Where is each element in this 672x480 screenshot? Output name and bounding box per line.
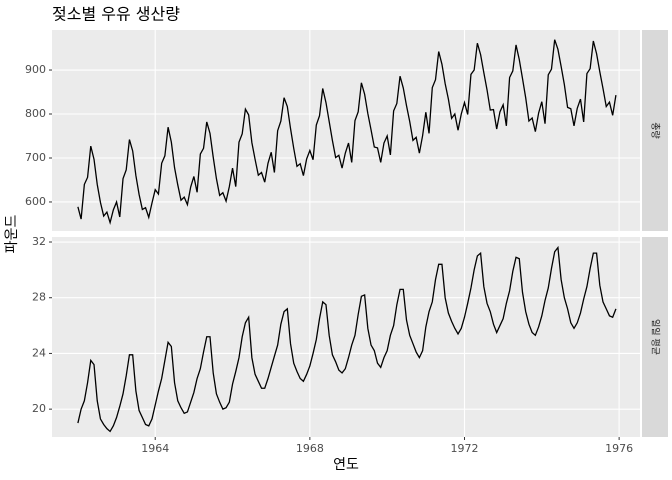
line-series (77, 245, 617, 433)
y-tick-label: 600 (25, 195, 46, 208)
x-tick-label: 1964 (141, 442, 169, 455)
x-tick-label: 1972 (450, 442, 478, 455)
y-tick-label: 24 (32, 346, 46, 359)
strip-label: 총량 (650, 122, 662, 139)
y-tick-label: 800 (25, 107, 46, 120)
x-axis-label: 연도 (333, 457, 359, 473)
strip-label: 일일 평균 (650, 319, 661, 355)
panel-background (52, 30, 640, 231)
chart-title: 젖소별 우유 생산량 (52, 5, 180, 24)
y-tick-label: 700 (25, 151, 46, 164)
y-tick-label: 20 (32, 402, 46, 415)
strip-background (642, 237, 668, 437)
panel-background (52, 237, 640, 437)
line-series (77, 39, 617, 226)
x-tick-label: 1968 (296, 442, 324, 455)
x-tick-label: 1976 (605, 442, 633, 455)
y-tick-label: 28 (32, 291, 46, 304)
y-tick-label: 32 (32, 235, 46, 248)
y-tick-label: 900 (25, 63, 46, 76)
y-axis-label: 파운드 (4, 215, 20, 254)
strip-background (642, 30, 668, 231)
